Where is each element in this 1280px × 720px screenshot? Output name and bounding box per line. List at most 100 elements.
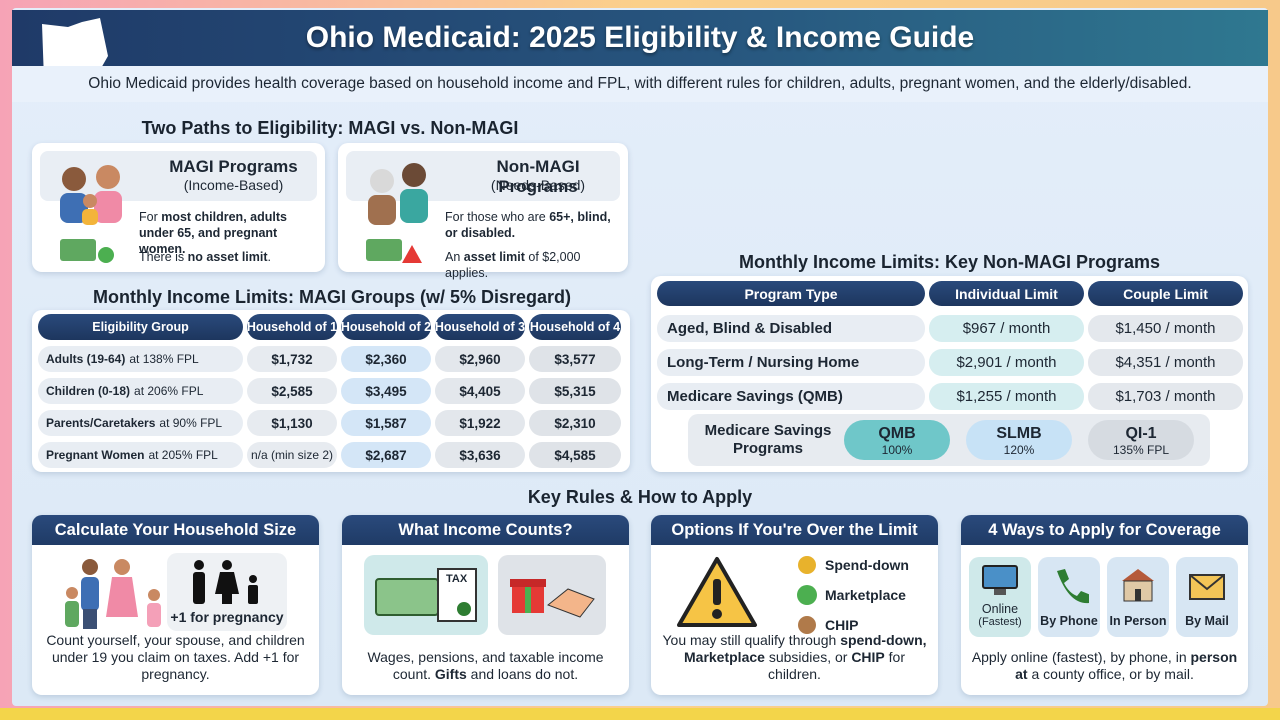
title: Ohio Medicaid: 2025 Eligibility & Income… xyxy=(305,21,975,54)
phone-icon xyxy=(1057,569,1091,604)
row-header: Parents/Caretakers at 90% FPL xyxy=(38,410,243,436)
limit-cell: $967 / month xyxy=(929,315,1084,342)
item-name: QI-1 xyxy=(1125,425,1157,442)
option: Spend-down xyxy=(825,557,909,573)
header: Ohio Medicaid: 2025 Eligibility & Income… xyxy=(12,10,1268,66)
cell: $2,687 xyxy=(341,442,431,468)
cell: $2,310 xyxy=(529,410,621,436)
magi-card: MAGI Programs (Income-Based) For most ch… xyxy=(32,143,325,272)
text: For those who are xyxy=(445,210,550,224)
option: CHIP xyxy=(825,617,859,633)
column-header: Household of 1 xyxy=(247,314,337,340)
mail-icon xyxy=(1189,574,1225,600)
column-header: Household of 3 xyxy=(435,314,525,340)
text: most children, adults under 65, and preg… xyxy=(139,210,287,256)
card-title: What Income Counts? xyxy=(342,515,629,545)
badge-text: +1 for pregnancy xyxy=(170,609,284,625)
tax-icon-bg: TAX xyxy=(364,555,488,635)
text: Gifts xyxy=(434,666,467,682)
household-card: Calculate Your Household Size +1 for pre… xyxy=(32,515,319,695)
income-card: What Income Counts? TAX Wages, pensions,… xyxy=(342,515,629,695)
savings-box: Medicare Savings Programs QMB 100% SLMB 12… xyxy=(688,414,1210,466)
subtitle: Ohio Medicaid provides health coverage b… xyxy=(12,66,1268,102)
badge: +1 for pregnancy xyxy=(167,553,287,631)
card-who: For those who are 65+, blind, or disable… xyxy=(445,209,620,241)
computer-icon xyxy=(982,565,1018,595)
text: There is xyxy=(139,250,188,264)
warning-icon xyxy=(677,557,757,627)
column-header: Household of 4 xyxy=(529,314,621,340)
way: By Mail xyxy=(1176,557,1238,637)
family-icon xyxy=(65,559,161,629)
elderly-icon xyxy=(366,163,428,263)
family-icon xyxy=(60,165,122,263)
text: a county office, or by mail. xyxy=(1027,666,1194,682)
group-fpl: at 90% FPL xyxy=(159,416,223,430)
text: . xyxy=(267,250,272,264)
limit-cell: $1,450 / month xyxy=(1088,315,1243,342)
card-text: You may still qualify through spend-down… xyxy=(661,632,928,683)
way-label: In Person xyxy=(1109,614,1167,628)
magi-table: Eligibility Group Household of 1 Household… xyxy=(38,314,621,468)
text: Apply online (fastest), by phone, in xyxy=(971,649,1191,665)
text: asset limit xyxy=(463,250,525,264)
cell: $1,732 xyxy=(247,346,337,372)
card-text: Apply online (fastest), by phone, in per… xyxy=(971,649,1238,683)
card-title: Calculate Your Household Size xyxy=(32,515,319,545)
card-title: Options If You're Over the Limit xyxy=(651,515,938,545)
cell: $2,585 xyxy=(247,378,337,404)
text: CHIP xyxy=(851,649,885,665)
cell: $4,405 xyxy=(435,378,525,404)
way: In Person xyxy=(1107,557,1169,637)
cell: $3,636 xyxy=(435,442,525,468)
non-magi-table: Program Type Individual Limit Couple Limit… xyxy=(657,281,1243,410)
apply-card: 4 Ways to Apply for Coverage Online (Fast… xyxy=(961,515,1248,695)
card-text: Wages, pensions, and taxable income coun… xyxy=(352,649,619,683)
column-header: Couple Limit xyxy=(1088,281,1243,306)
people-icon xyxy=(193,560,258,604)
card-asset: There is no asset limit. xyxy=(139,249,319,265)
text: and loans do not. xyxy=(466,666,579,682)
program-name: Aged, Blind & Disabled xyxy=(657,315,925,342)
column-header: Eligibility Group xyxy=(38,314,243,340)
column-header: Individual Limit xyxy=(929,281,1084,306)
text: subsidies, or xyxy=(764,649,852,665)
item-pct: 100% xyxy=(881,443,913,457)
card-title: 4 Ways to Apply for Coverage xyxy=(961,515,1248,545)
way-label: Online xyxy=(981,602,1019,616)
text: spend-down, Marketplace xyxy=(684,632,927,665)
way: By Phone xyxy=(1038,557,1100,637)
option-icons xyxy=(797,556,817,634)
cell: $3,577 xyxy=(529,346,621,372)
section-heading: Monthly Income Limits: Key Non-MAGI Prog… xyxy=(738,252,1161,272)
text: of $2,000 applies. xyxy=(445,250,581,280)
card-subtitle: (Needs-Based) xyxy=(490,177,586,193)
section-heading: Monthly Income Limits: MAGI Groups (w/ 5… xyxy=(92,287,572,307)
tax-icon xyxy=(375,568,477,622)
cell: $3,495 xyxy=(341,378,431,404)
limit-cell: $1,703 / month xyxy=(1088,383,1243,410)
card-text: Count yourself, your spouse, and childre… xyxy=(46,632,305,682)
savings-label: Medicare Savings Programs xyxy=(704,422,832,457)
cell: $4,585 xyxy=(529,442,621,468)
cell: n/a (min size 2) xyxy=(247,442,337,468)
gift-icon-bg xyxy=(498,555,606,635)
group-name: Parents/Caretakers xyxy=(46,416,156,430)
way-label: By Phone xyxy=(1040,614,1098,628)
text: For xyxy=(139,210,162,224)
text: no asset limit xyxy=(187,250,268,264)
card-title: Non-MAGI Programs xyxy=(496,157,580,196)
item-name: SLMB xyxy=(996,425,1042,442)
savings-item: QMB 100% xyxy=(844,420,950,460)
text: for children. xyxy=(768,649,905,682)
limit-cell: $1,255 / month xyxy=(929,383,1084,410)
building-icon xyxy=(1122,569,1154,602)
cell: $2,360 xyxy=(341,346,431,372)
group-name: Pregnant Women xyxy=(46,448,145,462)
item-name: QMB xyxy=(878,425,916,442)
group-fpl: at 138% FPL xyxy=(129,352,199,366)
tax-label: TAX xyxy=(446,573,468,585)
card-who: For most children, adults under 65, and … xyxy=(139,209,319,257)
